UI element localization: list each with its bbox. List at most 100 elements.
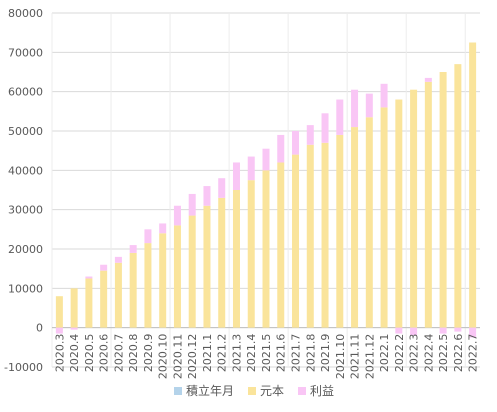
x-tick-label: 2021.5 (260, 334, 273, 373)
x-tick-label: 2020.7 (112, 334, 125, 373)
x-tick-label: 2020.3 (53, 334, 66, 373)
legend-swatch (298, 387, 306, 395)
bar-segment (292, 131, 300, 155)
bar-segment (469, 327, 477, 338)
x-tick-label: 2020.5 (83, 334, 96, 373)
bar-segment (144, 243, 152, 328)
bar-segment (306, 144, 314, 328)
bar-segment (336, 99, 344, 135)
bar-segment (424, 77, 432, 82)
bar-segment (85, 276, 93, 279)
y-tick-label: 10000 (8, 282, 43, 295)
bar-segment (410, 89, 418, 328)
y-tick-label: 80000 (8, 7, 43, 20)
bar-segment (55, 327, 63, 334)
x-tick-label: 2021.12 (363, 334, 376, 380)
bar-segment (85, 278, 93, 328)
bars (55, 42, 477, 338)
bar-segment (395, 327, 403, 334)
y-tick-label: 60000 (8, 86, 43, 99)
x-tick-label: 2022.7 (467, 334, 480, 373)
x-axis: 2020.3 2020.4 2020.5 2020.6 2020.7 2020.8 2020… (53, 334, 479, 380)
x-tick-label: 2021.8 (304, 334, 317, 373)
bar-segment (321, 113, 329, 143)
bar-segment (173, 205, 181, 226)
x-tick-label: 2022.2 (393, 334, 406, 373)
bar-segment (351, 89, 359, 128)
x-tick-label: 2021.1 (201, 334, 214, 373)
bar-segment (232, 190, 240, 328)
bar-segment (188, 193, 196, 216)
bar-segment (410, 327, 418, 336)
x-tick-label: 2020.12 (186, 334, 199, 380)
y-tick-label: -10000 (4, 361, 43, 374)
bar-segment (100, 270, 108, 328)
bar-segment (129, 245, 137, 253)
bar-segment (70, 327, 78, 330)
x-tick-label: 2020.6 (98, 334, 111, 373)
y-tick-label: 70000 (8, 46, 43, 59)
bar-segment (454, 327, 462, 332)
bar-segment (380, 107, 388, 328)
x-tick-label: 2020.8 (127, 334, 140, 373)
y-tick-label: 40000 (8, 164, 43, 177)
bar-segment (159, 233, 167, 328)
y-tick-label: 30000 (8, 204, 43, 217)
legend-label: 元本 (260, 384, 284, 398)
bar-segment (454, 64, 462, 328)
x-tick-label: 2021.7 (290, 334, 303, 373)
bar-segment (173, 225, 181, 328)
bar-segment (247, 180, 255, 328)
bar-segment (188, 215, 196, 328)
bar-segment (424, 81, 432, 328)
legend-label: 積立年月 (186, 383, 234, 398)
legend: 積立年月 元本 利益 (174, 383, 334, 398)
bar-segment (439, 72, 447, 328)
bar-segment (203, 186, 211, 206)
x-tick-label: 2022.5 (437, 334, 450, 373)
bar-segment (159, 223, 167, 234)
bar-segment (114, 256, 122, 263)
x-tick-label: 2021.4 (245, 334, 258, 373)
bar-segment (365, 117, 373, 328)
bar-segment (395, 99, 403, 328)
bar-segment (203, 205, 211, 328)
bar-segment (292, 154, 300, 328)
x-tick-label: 2021.2 (216, 334, 229, 373)
bar-segment (277, 162, 285, 328)
x-tick-label: 2021.11 (349, 334, 362, 380)
y-tick-label: 50000 (8, 125, 43, 138)
legend-label: 利益 (310, 384, 334, 398)
x-tick-label: 2022.6 (452, 334, 465, 373)
bar-segment (55, 296, 63, 328)
x-tick-label: 2020.4 (68, 334, 81, 373)
x-tick-label: 2022.3 (408, 334, 421, 373)
x-tick-label: 2020.10 (157, 334, 170, 380)
bar-segment (262, 148, 270, 171)
bar-segment (144, 229, 152, 244)
bar-segment (469, 42, 477, 328)
bar-segment (262, 170, 270, 328)
x-tick-label: 2021.10 (334, 334, 347, 380)
bar-segment (351, 127, 359, 328)
bar-segment (306, 125, 314, 145)
x-tick-label: 2021.6 (275, 334, 288, 373)
x-tick-label: 2021.3 (230, 334, 243, 373)
bar-segment (70, 288, 78, 328)
x-tick-label: 2020.11 (171, 334, 184, 380)
bar-segment (114, 262, 122, 328)
bar-segment (380, 83, 388, 108)
bar-segment (232, 162, 240, 190)
x-tick-label: 2021.9 (319, 334, 332, 373)
bar-segment (218, 178, 226, 198)
bar-segment (336, 134, 344, 328)
bar-segment (321, 142, 329, 328)
legend-swatch (248, 387, 256, 395)
bar-segment (100, 264, 108, 271)
legend-swatch (174, 387, 182, 395)
x-tick-label: 2020.9 (142, 334, 155, 373)
x-tick-label: 2022.1 (378, 334, 391, 373)
bar-segment (365, 93, 373, 118)
